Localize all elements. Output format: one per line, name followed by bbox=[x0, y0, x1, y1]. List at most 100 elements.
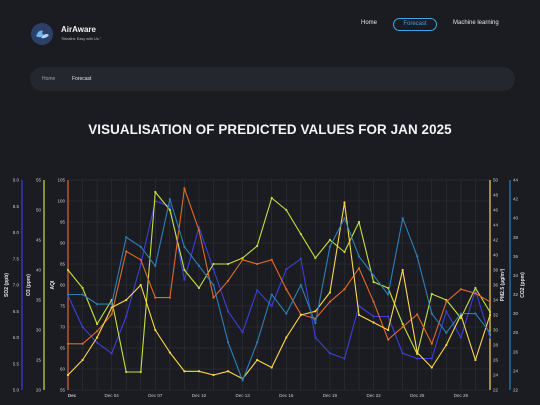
app-name: AirAware bbox=[61, 25, 96, 34]
o3-data-point bbox=[270, 196, 273, 200]
co2-data-point bbox=[343, 217, 346, 220]
app-tagline: "Breathe Easy with Us." bbox=[61, 37, 102, 41]
aqi-tick-label: 95 bbox=[60, 220, 66, 225]
so2-axis: 5.0 5.5 6.0 6.5 7.0 7.5 8.0 8.5 9.0 SO2 (ppb) bbox=[4, 178, 23, 393]
pm25-data-point bbox=[488, 313, 492, 317]
aqi-data-point bbox=[226, 279, 230, 282]
co2-data-point bbox=[285, 312, 288, 315]
breadcrumb-home[interactable]: Home bbox=[42, 76, 56, 82]
aqi-data-point bbox=[110, 313, 113, 316]
so2-data-point bbox=[372, 315, 375, 318]
so2-data-point bbox=[212, 268, 215, 271]
pm25-data-point bbox=[125, 298, 128, 302]
co2-data-point bbox=[328, 245, 332, 248]
o3-data-point bbox=[445, 298, 448, 302]
pm25-tick-label: 48 bbox=[493, 193, 499, 198]
pm25-data-point bbox=[183, 370, 186, 373]
co2-data-point bbox=[139, 245, 142, 248]
so2-data-point bbox=[168, 205, 171, 208]
co2-axis-title: CO2 (ppm) bbox=[520, 272, 526, 298]
aqi-data-point bbox=[212, 296, 215, 299]
co2-tick-label: 24 bbox=[513, 368, 519, 373]
pm25-data-point bbox=[96, 336, 99, 339]
page-title: VISUALISATION OF PREDICTED VALUES FOR JA… bbox=[88, 122, 452, 137]
aqi-tick-label: 65 bbox=[60, 346, 66, 351]
aqi-data-point bbox=[401, 325, 404, 329]
x-tick-label: Dec 10 bbox=[192, 393, 207, 398]
breadcrumb: Home Forecast bbox=[30, 67, 515, 91]
so2-data-point bbox=[226, 310, 230, 313]
o3-series-line bbox=[67, 191, 491, 373]
o3-data-point bbox=[488, 310, 492, 314]
co2-tick-label: 34 bbox=[513, 273, 519, 278]
co2-data-point bbox=[66, 293, 70, 296]
o3-data-point bbox=[183, 268, 186, 272]
nav-forecast-link[interactable]: Forecast bbox=[393, 18, 437, 31]
o3-data-point bbox=[96, 322, 99, 326]
pm25-tick-label: 34 bbox=[493, 298, 499, 303]
pm25-data-point bbox=[328, 291, 332, 294]
o3-data-point bbox=[401, 322, 404, 326]
o3-tick-label: 45 bbox=[36, 238, 42, 243]
pm25-data-point bbox=[416, 351, 419, 354]
so2-data-point bbox=[488, 336, 492, 339]
pm25-data-point bbox=[474, 358, 477, 362]
logo-icon[interactable] bbox=[31, 23, 53, 45]
co2-data-point bbox=[416, 255, 419, 258]
nav-home-link[interactable]: Home bbox=[361, 20, 378, 26]
o3-tick-label: 50 bbox=[36, 208, 42, 213]
x-tick-label: Dec 28 bbox=[454, 393, 469, 398]
so2-data-point bbox=[183, 278, 186, 281]
co2-data-point bbox=[299, 283, 302, 287]
co2-data-point bbox=[459, 312, 462, 315]
so2-axis-title: SO2 (ppb) bbox=[4, 273, 10, 297]
aqi-data-point bbox=[459, 288, 462, 291]
co2-data-point bbox=[357, 255, 361, 258]
aqi-tick-label: 60 bbox=[60, 367, 66, 372]
forecast-chart: 5.0 5.5 6.0 6.5 7.0 7.5 8.0 8.5 9.0 SO2 (ppb) 20 25… bbox=[4, 178, 526, 399]
x-tick-label: Dec 19 bbox=[323, 393, 338, 398]
o3-data-point bbox=[328, 238, 332, 242]
o3-data-point bbox=[256, 244, 259, 248]
o3-data-point bbox=[168, 208, 171, 212]
aqi-data-point bbox=[357, 267, 361, 270]
co2-data-point bbox=[488, 331, 492, 334]
so2-tick-label: 5.5 bbox=[13, 361, 20, 366]
o3-data-point bbox=[343, 250, 346, 254]
o3-tick-label: 25 bbox=[36, 358, 42, 363]
aqi-data-point bbox=[125, 250, 128, 253]
nav-machine-learning-link[interactable]: Machine learning bbox=[453, 20, 499, 26]
co2-tick-label: 26 bbox=[513, 349, 519, 354]
pm25-series-line bbox=[67, 201, 491, 380]
x-tick-label: Dec 13 bbox=[235, 393, 250, 398]
pm25-tick-label: 26 bbox=[493, 358, 499, 363]
pm25-data-point bbox=[430, 366, 433, 369]
o3-data-point bbox=[241, 256, 244, 260]
co2-data-point bbox=[197, 264, 201, 268]
x-tick-label: Dec 25 bbox=[410, 393, 425, 398]
co2-data-point bbox=[474, 312, 477, 315]
aqi-data-point bbox=[474, 292, 477, 295]
pm25-data-point bbox=[226, 370, 230, 373]
co2-tick-label: 40 bbox=[513, 216, 519, 221]
aqi-data-point bbox=[328, 300, 332, 303]
aqi-axis-title: AQI bbox=[50, 280, 56, 290]
o3-data-point bbox=[139, 370, 142, 374]
aqi-data-point bbox=[154, 296, 157, 299]
x-tick-label: Dec 07 bbox=[148, 393, 163, 398]
o3-tick-label: 30 bbox=[36, 328, 42, 333]
pm25-data-point bbox=[372, 321, 375, 324]
so2-series bbox=[66, 199, 492, 360]
pm25-data-point bbox=[285, 336, 288, 339]
aqi-data-point bbox=[139, 258, 142, 261]
co2-tick-label: 22 bbox=[513, 388, 519, 393]
aqi-data-point bbox=[285, 288, 288, 291]
aqi-tick-label: 85 bbox=[60, 262, 66, 267]
co2-data-point bbox=[154, 264, 157, 268]
aqi-data-point bbox=[241, 258, 244, 261]
so2-data-point bbox=[445, 310, 448, 313]
pm25-data-point bbox=[212, 373, 215, 377]
co2-data-point bbox=[387, 293, 390, 296]
aqi-data-point bbox=[256, 262, 259, 266]
pm25-data-point bbox=[445, 343, 448, 347]
